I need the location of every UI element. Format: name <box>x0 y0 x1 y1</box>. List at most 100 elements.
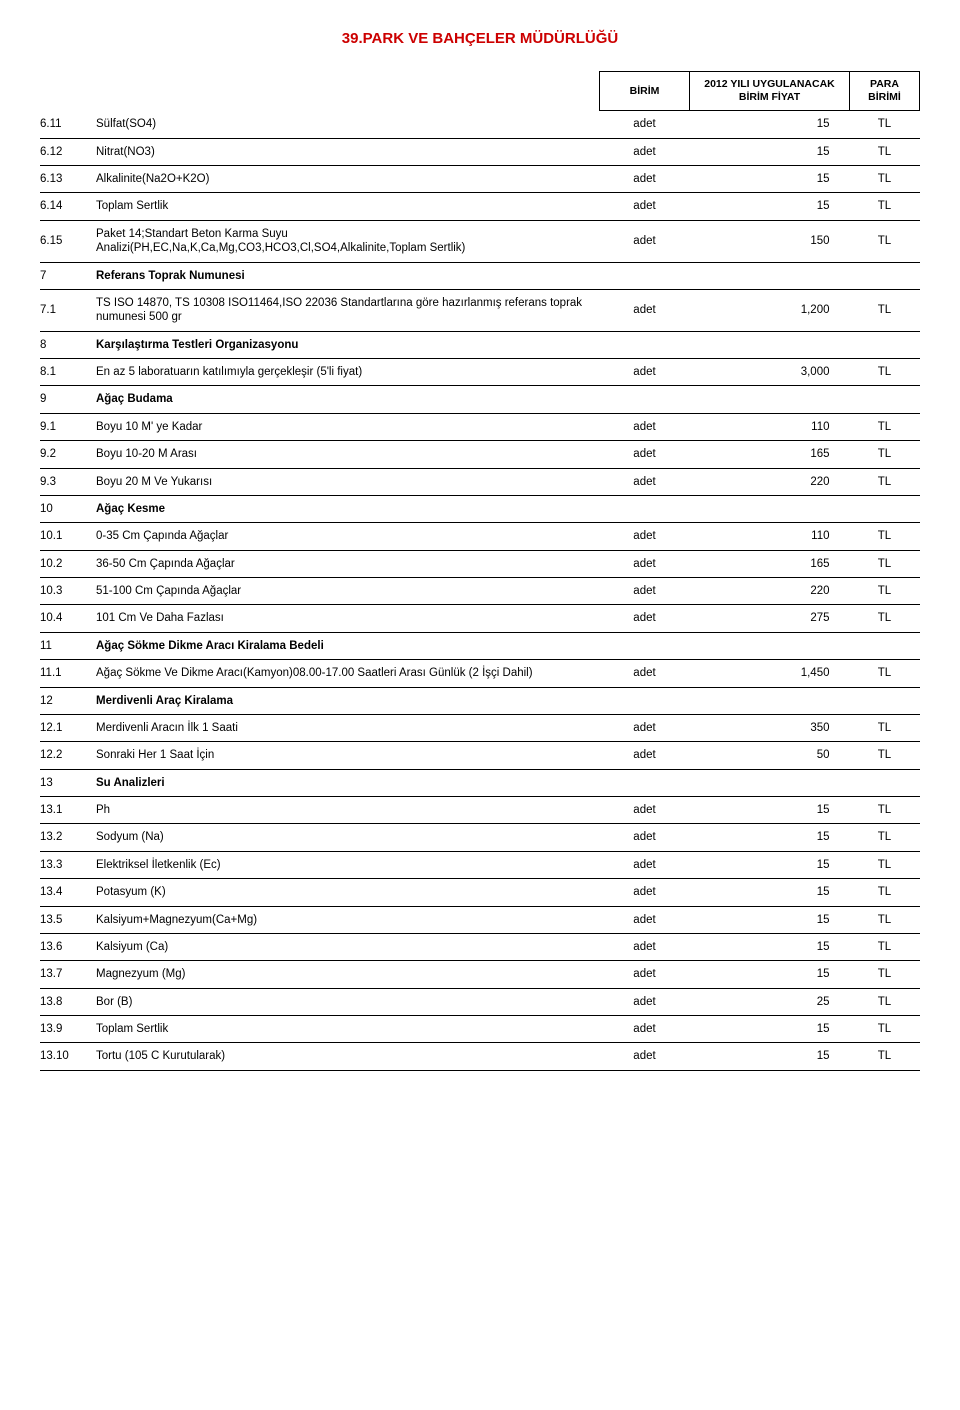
row-code: 9.1 <box>40 413 90 440</box>
row-desc: Bor (B) <box>90 988 600 1015</box>
table-row: 11Ağaç Sökme Dikme Aracı Kiralama Bedeli <box>40 632 920 659</box>
row-price: 15 <box>690 1043 850 1070</box>
row-desc: Potasyum (K) <box>90 879 600 906</box>
row-price: 110 <box>690 413 850 440</box>
row-price: 50 <box>690 742 850 769</box>
table-row: 13.6Kalsiyum (Ca)adet15TL <box>40 933 920 960</box>
row-currency: TL <box>850 851 920 878</box>
row-unit: adet <box>600 1016 690 1043</box>
row-price: 15 <box>690 111 850 138</box>
row-currency <box>850 769 920 796</box>
header-blank-code <box>40 72 90 111</box>
row-unit: adet <box>600 797 690 824</box>
table-row: 7Referans Toprak Numunesi <box>40 262 920 289</box>
table-row: 6.15Paket 14;Standart Beton Karma Suyu A… <box>40 220 920 262</box>
row-unit: adet <box>600 906 690 933</box>
row-unit <box>600 386 690 413</box>
row-desc: Ph <box>90 797 600 824</box>
row-unit <box>600 632 690 659</box>
row-code: 10.3 <box>40 578 90 605</box>
row-code: 13.8 <box>40 988 90 1015</box>
row-unit: adet <box>600 111 690 138</box>
row-desc: Elektriksel İletkenlik (Ec) <box>90 851 600 878</box>
row-price: 15 <box>690 961 850 988</box>
row-price: 25 <box>690 988 850 1015</box>
row-price: 220 <box>690 468 850 495</box>
table-row: 13.7Magnezyum (Mg)adet15TL <box>40 961 920 988</box>
row-desc: Sonraki Her 1 Saat İçin <box>90 742 600 769</box>
table-row: 13.1Phadet15TL <box>40 797 920 824</box>
row-currency: TL <box>850 797 920 824</box>
row-currency: TL <box>850 193 920 220</box>
row-price: 15 <box>690 797 850 824</box>
row-currency: TL <box>850 714 920 741</box>
table-row: 13.10Tortu (105 C Kurutularak)adet15TL <box>40 1043 920 1070</box>
row-code: 10.2 <box>40 550 90 577</box>
table-row: 12.2Sonraki Her 1 Saat İçinadet50TL <box>40 742 920 769</box>
row-currency: TL <box>850 166 920 193</box>
row-desc: Boyu 10 M' ye Kadar <box>90 413 600 440</box>
row-currency: TL <box>850 933 920 960</box>
row-unit: adet <box>600 879 690 906</box>
row-currency: TL <box>850 988 920 1015</box>
table-row: 9.2Boyu 10-20 M Arasıadet165TL <box>40 441 920 468</box>
row-code: 11 <box>40 632 90 659</box>
row-currency <box>850 687 920 714</box>
table-row: 10.4101 Cm Ve Daha Fazlasıadet275TL <box>40 605 920 632</box>
row-unit: adet <box>600 578 690 605</box>
row-currency <box>850 262 920 289</box>
row-currency: TL <box>850 961 920 988</box>
header-unit: BİRİM <box>600 72 690 111</box>
row-desc: Ağaç Kesme <box>90 495 600 522</box>
row-price <box>690 495 850 522</box>
row-currency: TL <box>850 824 920 851</box>
row-desc: Sülfat(SO4) <box>90 111 600 138</box>
row-unit: adet <box>600 523 690 550</box>
row-currency: TL <box>850 578 920 605</box>
row-unit: adet <box>600 441 690 468</box>
table-row: 6.13Alkalinite(Na2O+K2O)adet15TL <box>40 166 920 193</box>
row-code: 9.2 <box>40 441 90 468</box>
row-price: 15 <box>690 906 850 933</box>
row-code: 8 <box>40 331 90 358</box>
row-desc: Boyu 20 M Ve Yukarısı <box>90 468 600 495</box>
row-desc: 36-50 Cm Çapında Ağaçlar <box>90 550 600 577</box>
row-unit: adet <box>600 1043 690 1070</box>
row-unit: adet <box>600 550 690 577</box>
row-desc: En az 5 laboratuarın katılımıyla gerçekl… <box>90 359 600 386</box>
row-unit: adet <box>600 138 690 165</box>
row-code: 6.15 <box>40 220 90 262</box>
row-currency: TL <box>850 1043 920 1070</box>
row-price: 1,450 <box>690 660 850 687</box>
row-code: 13.1 <box>40 797 90 824</box>
row-code: 11.1 <box>40 660 90 687</box>
row-code: 9 <box>40 386 90 413</box>
row-price: 15 <box>690 824 850 851</box>
row-currency: TL <box>850 605 920 632</box>
row-desc: Boyu 10-20 M Arası <box>90 441 600 468</box>
row-currency: TL <box>850 413 920 440</box>
row-currency: TL <box>850 1016 920 1043</box>
row-unit: adet <box>600 413 690 440</box>
table-row: 10.10-35 Cm Çapında Ağaçlaradet110TL <box>40 523 920 550</box>
row-code: 13.3 <box>40 851 90 878</box>
row-unit: adet <box>600 988 690 1015</box>
row-code: 13.10 <box>40 1043 90 1070</box>
row-price: 15 <box>690 879 850 906</box>
row-code: 6.12 <box>40 138 90 165</box>
row-unit <box>600 495 690 522</box>
row-currency: TL <box>850 906 920 933</box>
row-unit: adet <box>600 468 690 495</box>
header-currency: PARA BİRİMİ <box>850 72 920 111</box>
table-row: 13.3Elektriksel İletkenlik (Ec)adet15TL <box>40 851 920 878</box>
row-unit: adet <box>600 824 690 851</box>
row-desc: Toplam Sertlik <box>90 1016 600 1043</box>
row-code: 6.13 <box>40 166 90 193</box>
row-price: 15 <box>690 851 850 878</box>
price-table: BİRİM 2012 YILI UYGULANACAK BİRİM FİYAT … <box>40 71 920 1071</box>
row-price: 165 <box>690 550 850 577</box>
row-price: 275 <box>690 605 850 632</box>
table-row: 11.1Ağaç Sökme Ve Dikme Aracı(Kamyon)08.… <box>40 660 920 687</box>
row-currency: TL <box>850 441 920 468</box>
row-unit: adet <box>600 193 690 220</box>
